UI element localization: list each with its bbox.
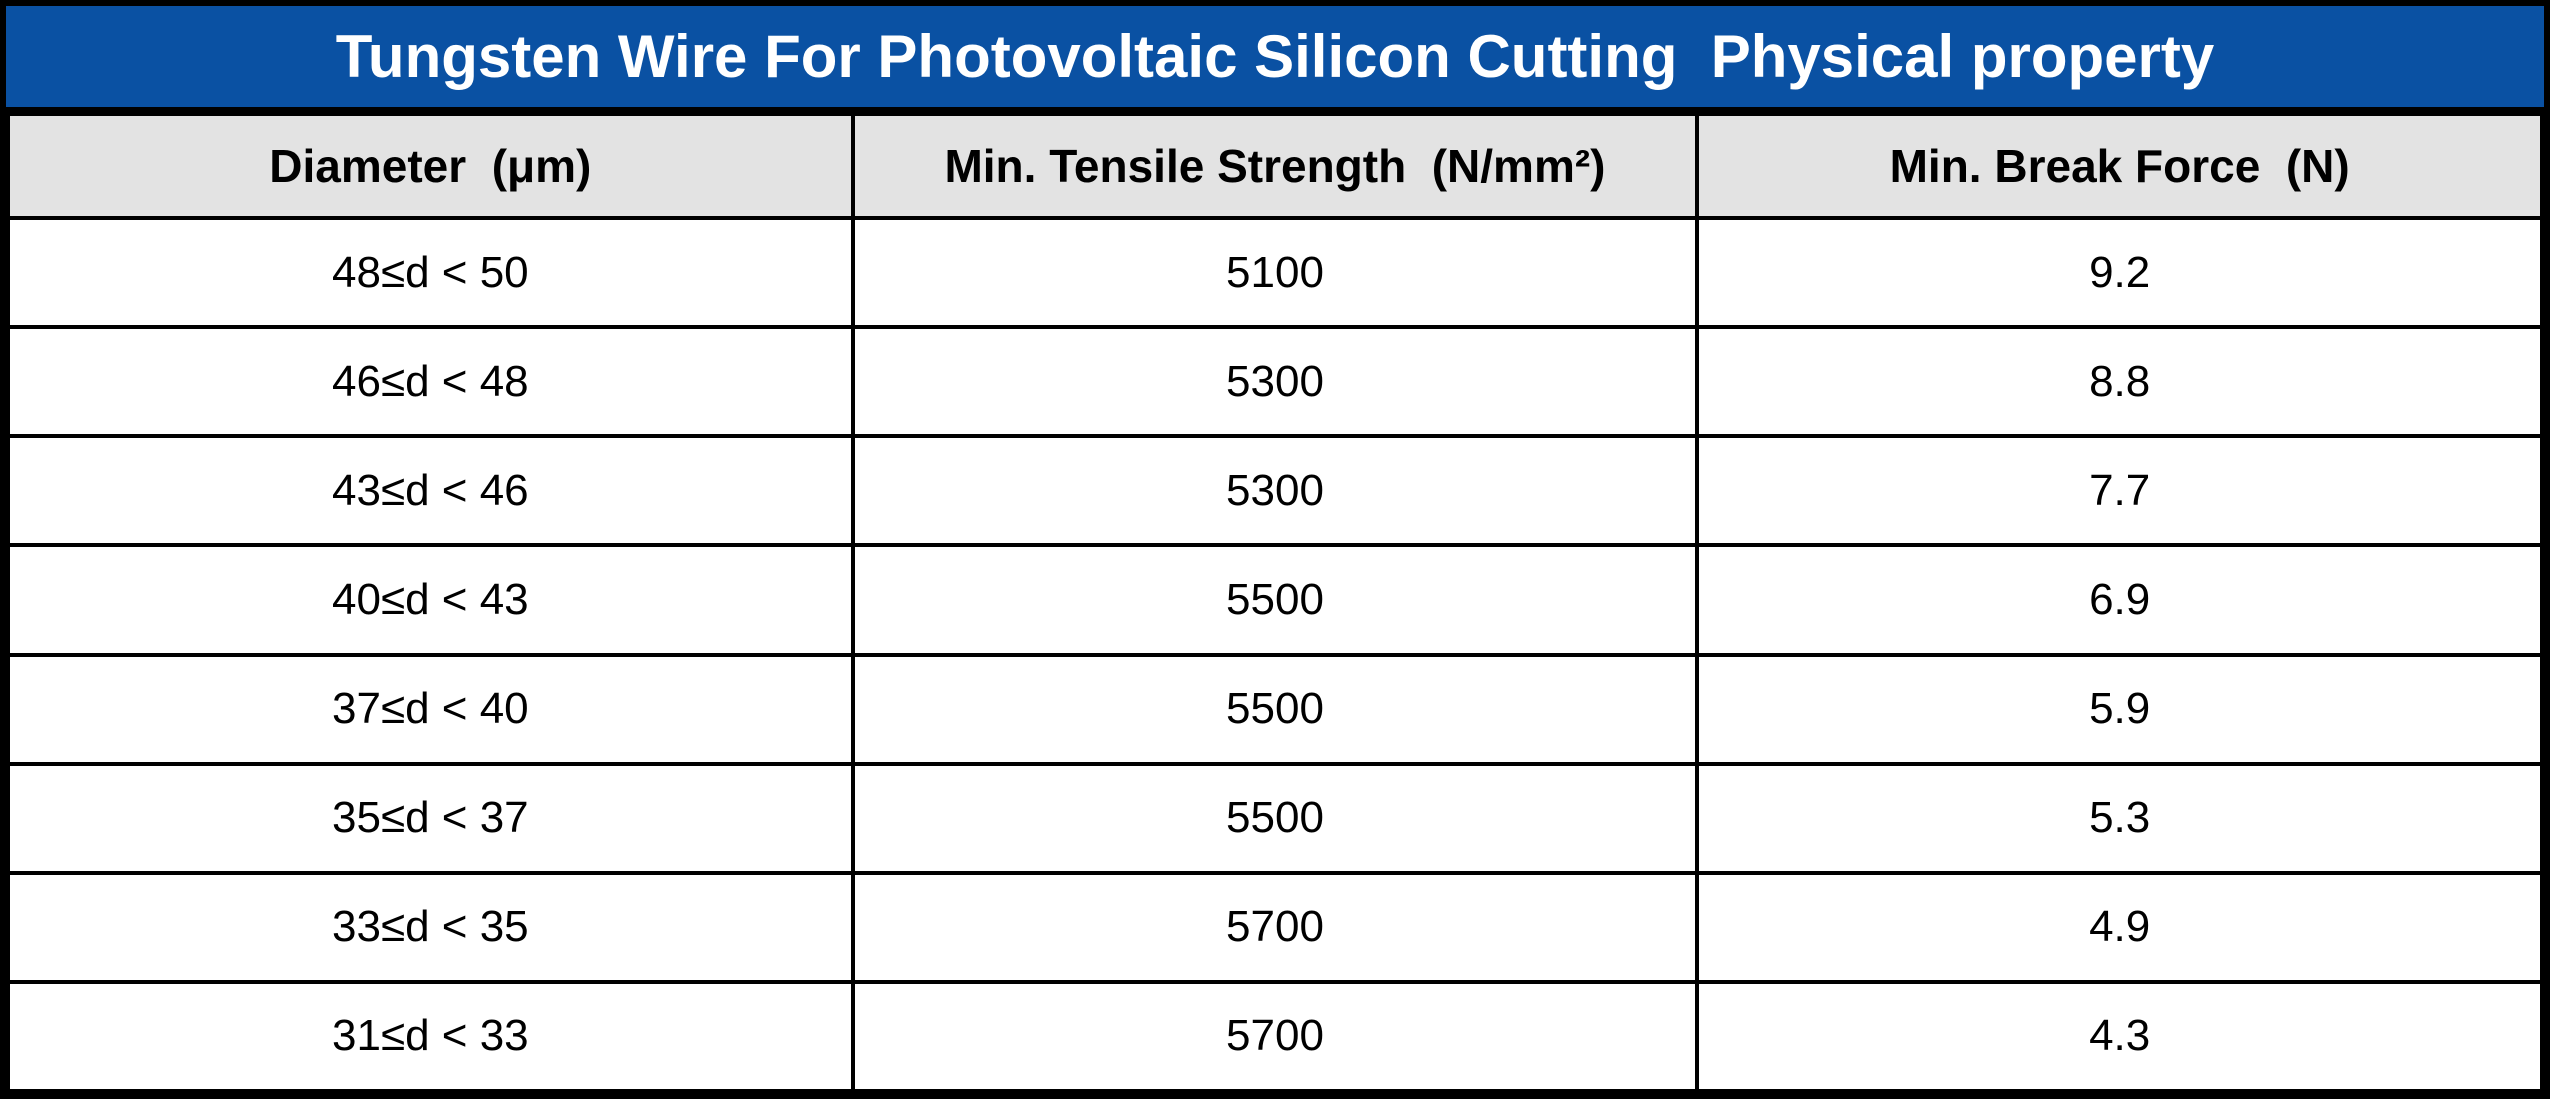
cell-tensile-strength: 5500 [850,761,1700,875]
cell-tensile-strength: 5500 [850,652,1700,766]
cell-diameter: 31≤d < 33 [6,979,855,1094]
table-row: 37≤d < 40 5500 5.9 [6,652,2544,766]
cell-break-force: 7.7 [1695,434,2544,548]
cell-tensile-strength: 5100 [850,215,1700,330]
cell-break-force: 4.3 [1695,979,2544,1094]
table-row: 35≤d < 37 5500 5.3 [6,761,2544,875]
cell-tensile-strength: 5500 [850,543,1700,657]
cell-break-force: 6.9 [1695,543,2544,657]
cell-diameter: 33≤d < 35 [6,870,855,984]
cell-tensile-strength: 5300 [850,434,1700,548]
column-header-break-force: Min. Break Force (N) [1695,112,2544,220]
page-title: Tungsten Wire For Photovoltaic Silicon C… [6,6,2544,112]
table-row: 33≤d < 35 5700 4.9 [6,870,2544,984]
cell-diameter: 48≤d < 50 [6,215,855,330]
table-row: 31≤d < 33 5700 4.3 [6,979,2544,1094]
table-row: 40≤d < 43 5500 6.9 [6,543,2544,657]
column-header-tensile-strength: Min. Tensile Strength (N/mm²) [850,112,1700,220]
cell-break-force: 5.9 [1695,652,2544,766]
spec-table: Diameter (μm) Min. Tensile Strength (N/m… [6,112,2544,1094]
header-row: Diameter (μm) Min. Tensile Strength (N/m… [6,112,2544,220]
cell-tensile-strength: 5700 [850,870,1700,984]
table-row: 48≤d < 50 5100 9.2 [6,215,2544,330]
table-row: 43≤d < 46 5300 7.7 [6,434,2544,548]
cell-diameter: 35≤d < 37 [6,761,855,875]
cell-diameter: 43≤d < 46 [6,434,855,548]
table-header: Diameter (μm) Min. Tensile Strength (N/m… [6,112,2544,220]
cell-break-force: 8.8 [1695,325,2544,439]
cell-diameter: 40≤d < 43 [6,543,855,657]
table-row: 46≤d < 48 5300 8.8 [6,325,2544,439]
table-body: 48≤d < 50 5100 9.2 46≤d < 48 5300 8.8 43… [6,215,2544,1094]
cell-diameter: 46≤d < 48 [6,325,855,439]
cell-tensile-strength: 5700 [850,979,1700,1094]
column-header-diameter: Diameter (μm) [6,112,855,220]
cell-tensile-strength: 5300 [850,325,1700,439]
cell-break-force: 9.2 [1695,215,2544,330]
cell-break-force: 5.3 [1695,761,2544,875]
cell-break-force: 4.9 [1695,870,2544,984]
cell-diameter: 37≤d < 40 [6,652,855,766]
